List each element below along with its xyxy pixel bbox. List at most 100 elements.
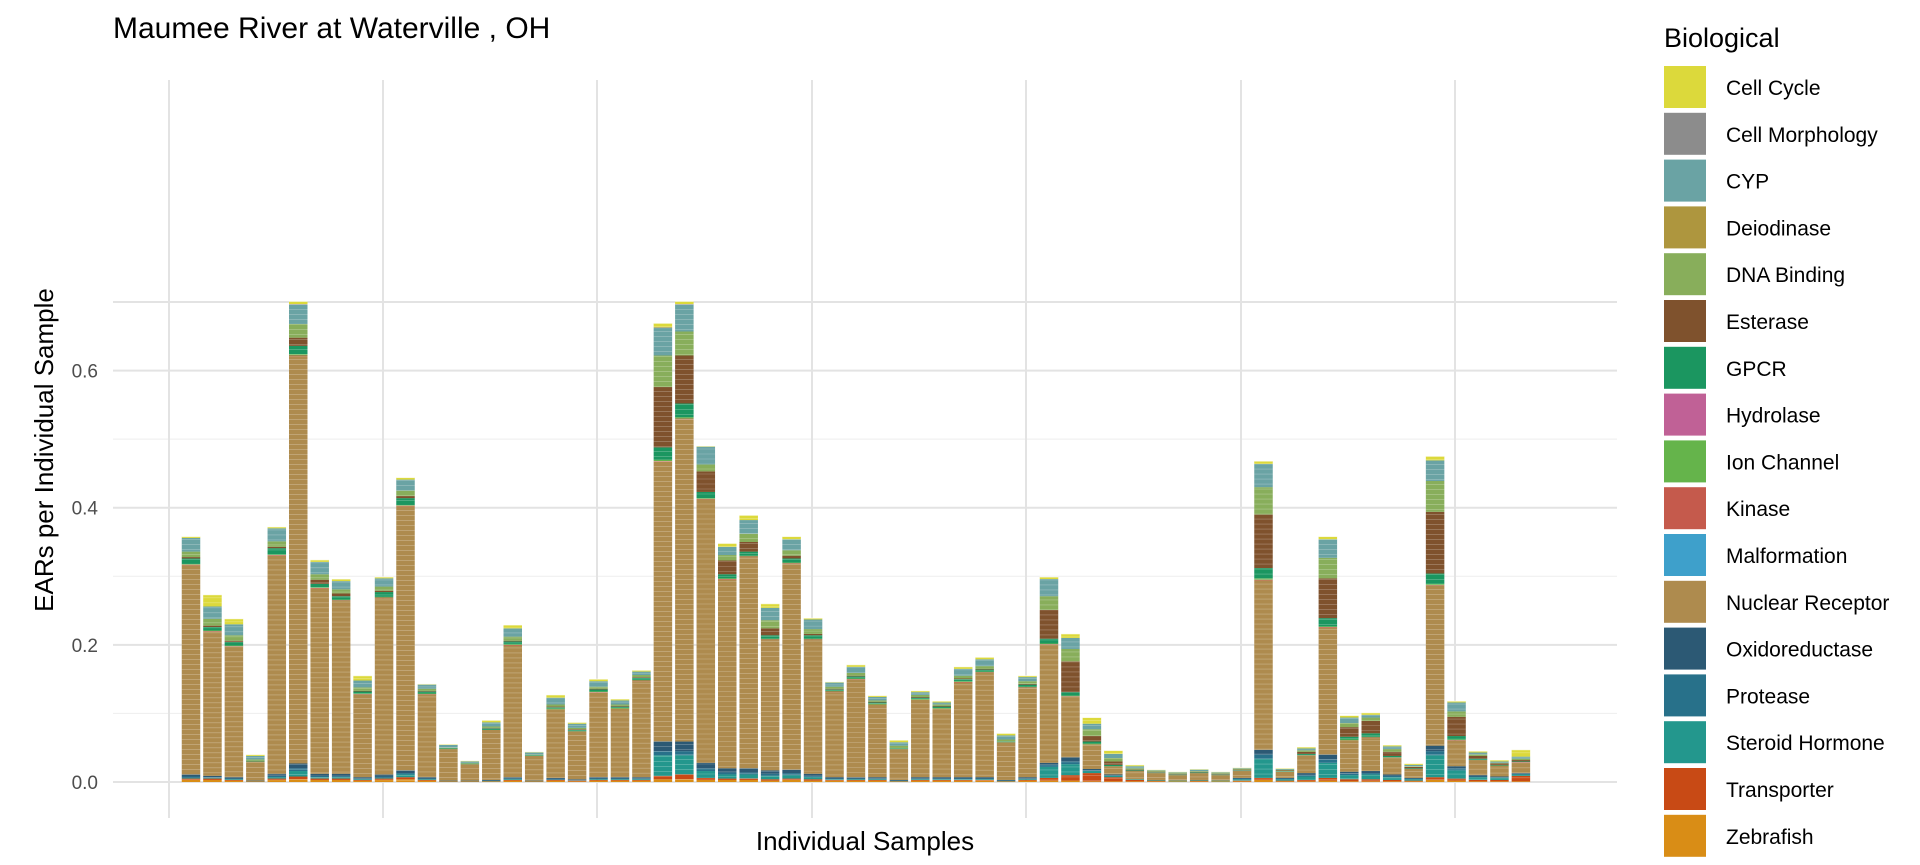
legend-label: CYP: [1726, 171, 1769, 194]
bar-segment: [589, 689, 608, 692]
bar-segment: [1104, 758, 1123, 762]
bar-segment: [482, 720, 501, 723]
bar-segment: [1147, 779, 1166, 781]
legend-item: GPCR: [1664, 346, 1787, 389]
bar-segment: [1232, 771, 1252, 778]
bar-segment: [825, 778, 844, 780]
bar-segment: [374, 777, 394, 779]
bar-segment: [1061, 775, 1080, 781]
legend-swatch: [1664, 768, 1706, 810]
bar-segment: [503, 644, 522, 645]
bar-segment: [546, 708, 565, 710]
bar-segment: [825, 686, 844, 689]
bar-segment: [718, 774, 737, 779]
bar-segment: [353, 779, 372, 781]
bar-segment: [289, 323, 308, 338]
bar-segment: [1082, 771, 1102, 774]
bar-segment: [1104, 777, 1123, 782]
bar-segment: [846, 664, 866, 667]
bar-segment: [1340, 723, 1359, 728]
bar-segment: [996, 741, 1016, 743]
sample-bar: [782, 536, 801, 782]
bar-segment: [439, 781, 458, 782]
bar-segment: [1361, 779, 1380, 782]
bar-segment: [503, 645, 522, 778]
bar-segment: [1018, 683, 1037, 685]
bar-segment: [1297, 753, 1316, 756]
bar-segment: [1018, 779, 1037, 780]
bar-segment: [675, 751, 694, 756]
bar-segment: [267, 526, 287, 529]
bar-segment: [975, 669, 994, 672]
bar-segment: [1468, 754, 1488, 756]
bar-segment: [1039, 596, 1059, 610]
sample-bar: [610, 698, 630, 782]
bar-segment: [675, 355, 694, 404]
bar-segment: [310, 588, 329, 774]
bar-segment: [868, 777, 887, 779]
bar-segment: [374, 578, 394, 587]
bar-segment: [1211, 775, 1230, 781]
bar-segment: [1297, 747, 1316, 749]
bar-segment: [653, 323, 673, 328]
bar-segment: [589, 691, 608, 693]
bar-segment: [417, 780, 437, 782]
bar-segment: [353, 687, 372, 691]
bar-segment: [353, 693, 372, 695]
bar-segment: [181, 565, 201, 775]
bar-segment: [718, 579, 737, 769]
bar-segment: [739, 520, 758, 534]
legend-item: Protease: [1664, 674, 1810, 717]
bar-segment: [524, 755, 544, 781]
bar-segment: [546, 694, 565, 698]
bar-segment: [567, 779, 587, 781]
legend-label: Cell Morphology: [1726, 124, 1878, 147]
bar-segment: [739, 551, 758, 556]
bar-segment: [1468, 779, 1488, 782]
bar-segment: [1018, 779, 1037, 781]
bar-segment: [953, 682, 973, 778]
legend-label: Deiodinase: [1726, 217, 1831, 240]
bar-segment: [632, 681, 651, 778]
bar-segment: [675, 418, 694, 420]
bar-segment: [1104, 766, 1123, 775]
bar-segment: [1447, 736, 1466, 740]
bar-segment: [567, 722, 587, 724]
bar-segment: [267, 554, 287, 556]
bar-segment: [1189, 780, 1209, 782]
bar-segment: [1361, 717, 1380, 721]
bar-segment: [846, 676, 866, 679]
bar-segment: [653, 755, 673, 776]
bar-segment: [653, 328, 673, 356]
bar-segment: [1425, 585, 1445, 746]
bar-segment: [653, 751, 673, 756]
bar-segment: [932, 780, 951, 782]
bar-segment: [374, 596, 394, 598]
bar-segment: [1039, 644, 1059, 763]
bar-segment: [675, 419, 694, 742]
bar-segment: [1061, 633, 1080, 639]
bar-segment: [546, 779, 565, 781]
bar-segment: [1018, 777, 1037, 779]
bar-segment: [1447, 702, 1466, 712]
bar-segment: [1254, 758, 1273, 778]
bar-segment: [1447, 766, 1466, 769]
bar-segment: [975, 779, 994, 780]
bar-segment: [1254, 568, 1273, 579]
bar-segment: [181, 778, 201, 780]
bar-segment: [632, 679, 651, 681]
bar-segment: [1039, 780, 1059, 782]
bar-segment: [203, 625, 222, 628]
bar-segment: [1361, 781, 1380, 782]
bar-segment: [675, 774, 694, 780]
bar-segment: [203, 779, 222, 782]
bar-segment: [675, 331, 694, 356]
bar-segment: [224, 642, 244, 646]
bar-segment: [310, 773, 329, 776]
bar-segment: [1447, 780, 1466, 782]
bar-segment: [825, 779, 844, 781]
bar-segment: [1061, 648, 1080, 662]
bar-segment: [803, 618, 823, 620]
y-tick-label: 0.2: [72, 636, 98, 657]
bar-segment: [589, 777, 608, 779]
